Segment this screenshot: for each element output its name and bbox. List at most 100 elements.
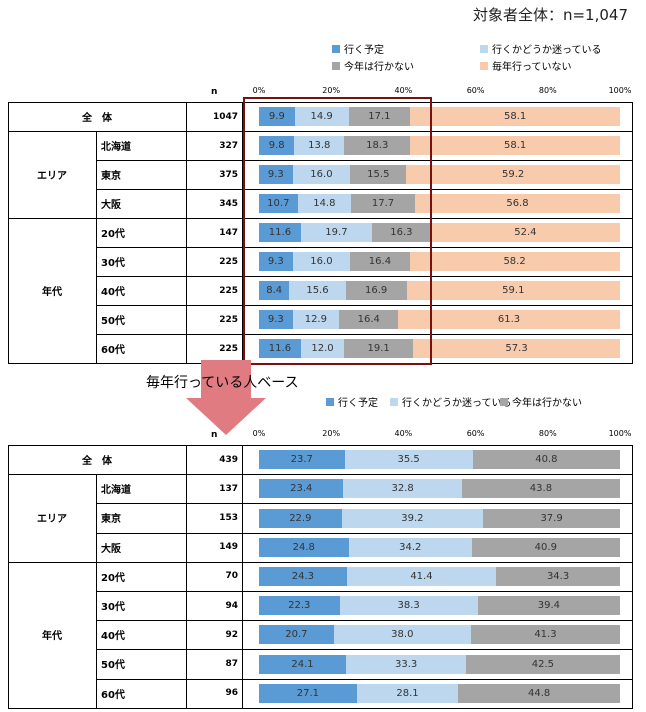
- bar-segment: 57.3: [413, 339, 620, 358]
- table-divider: [96, 218, 97, 363]
- bar-segment: 16.0: [292, 165, 351, 184]
- bar-segment: 20.7: [259, 625, 334, 645]
- table-row-divider: [96, 649, 633, 651]
- bar-segment: 24.8: [259, 537, 349, 557]
- axis-tick-label: 100%: [608, 429, 632, 438]
- group-label: 年代: [42, 631, 62, 643]
- table-divider: [96, 131, 97, 218]
- legend-item: 今年は行かない: [500, 394, 582, 409]
- legend-label: 行く予定: [338, 398, 378, 409]
- table-row-divider: [8, 131, 633, 132]
- bar-segment: 16.9: [345, 281, 407, 300]
- row-n: 70: [225, 571, 238, 582]
- legend-item: 行くかどうか迷っている: [480, 41, 602, 56]
- row-n: 225: [219, 285, 238, 296]
- bar-segment: 9.8: [259, 136, 295, 155]
- n-column-header: n: [211, 87, 218, 97]
- legend-swatch: [332, 44, 340, 53]
- bar-segment: 11.6: [259, 339, 301, 358]
- table-row-divider: [96, 334, 633, 335]
- bar-segment: 22.3: [259, 596, 340, 616]
- legend-item: 毎年行っていない: [480, 58, 572, 73]
- bar-segment: 40.8: [472, 450, 620, 470]
- axis-tick-label: 40%: [394, 86, 413, 95]
- bar-segment: 24.1: [259, 654, 346, 674]
- legend-swatch: [500, 397, 508, 406]
- row-label: 北海道: [101, 142, 131, 153]
- axis-tick-label: 80%: [538, 429, 557, 438]
- row-n: 439: [219, 454, 238, 465]
- bar-segment: 16.4: [339, 310, 399, 329]
- bar-segment: 33.3: [346, 654, 467, 674]
- row-label: 東京: [101, 514, 121, 526]
- row-label: 大阪: [101, 543, 121, 555]
- row-label: 20代: [101, 572, 125, 584]
- table-row-divider: [96, 189, 633, 190]
- bar-segment: 42.5: [466, 654, 620, 674]
- legend-swatch: [480, 44, 488, 53]
- bar-segment: 40.9: [471, 537, 620, 557]
- row-label: 50代: [101, 316, 125, 327]
- table-row-divider: [8, 218, 633, 219]
- table-row-divider: [96, 532, 633, 534]
- bar-segment: 44.8: [458, 683, 620, 703]
- table-row-divider: [8, 474, 633, 476]
- bar-segment: 9.3: [259, 310, 293, 329]
- bar-segment: 15.5: [350, 165, 407, 184]
- highlight-box: [243, 97, 432, 365]
- row-label: 北海道: [101, 485, 131, 497]
- legend-swatch: [332, 61, 340, 70]
- bar-segment: 34.2: [348, 537, 472, 557]
- axis-tick-label: 40%: [394, 429, 413, 438]
- row-label: 60代: [101, 689, 125, 701]
- row-n: 225: [219, 343, 238, 354]
- table-divider: [242, 102, 243, 363]
- axis-tick-label: 80%: [538, 86, 557, 95]
- row-n: 147: [219, 227, 238, 238]
- bar-segment: 23.7: [259, 450, 345, 470]
- legend-label: 今年は行かない: [512, 398, 582, 409]
- bar-segment: 12.9: [292, 310, 340, 329]
- bar-segment: 58.1: [410, 136, 620, 155]
- axis-tick-label: 20%: [322, 429, 341, 438]
- n-column-header: n: [211, 430, 218, 440]
- group-label: 年代: [42, 287, 62, 298]
- row-label: 30代: [101, 258, 125, 269]
- chart-title: 対象者全体：n=1,047: [472, 6, 628, 24]
- legend-swatch: [326, 397, 334, 406]
- row-n: 375: [219, 169, 238, 180]
- row-label: 50代: [101, 660, 125, 672]
- table-row-divider: [8, 561, 633, 563]
- row-n: 225: [219, 314, 238, 325]
- row-label: 30代: [101, 602, 125, 614]
- row-label: 東京: [101, 171, 121, 182]
- row-n: 327: [219, 140, 238, 151]
- bar-segment: 23.4: [259, 479, 344, 499]
- bar-segment: 38.0: [333, 625, 471, 645]
- bar-segment: 41.4: [346, 566, 497, 586]
- row-n: 92: [225, 629, 238, 640]
- legend-item: 行く予定: [326, 394, 378, 409]
- axis-tick-label: 0%: [252, 429, 266, 438]
- bar-segment: 17.1: [348, 107, 411, 126]
- row-n: 87: [225, 658, 238, 669]
- row-label: 全 体: [82, 456, 112, 468]
- legend-item: 行くかどうか迷っている: [390, 394, 512, 409]
- table-row-divider: [96, 305, 633, 306]
- bar-segment: 14.9: [294, 107, 349, 126]
- row-n: 1047: [212, 111, 238, 122]
- table-divider: [96, 561, 97, 708]
- bar-segment: 14.8: [297, 194, 352, 213]
- bar-segment: 12.0: [300, 339, 345, 358]
- table-divider: [186, 445, 187, 708]
- bar-segment: 9.3: [259, 252, 293, 271]
- bar-segment: 9.3: [259, 165, 293, 184]
- bar-segment: 28.1: [356, 683, 459, 703]
- bar-segment: 58.2: [409, 252, 620, 271]
- legend-label: 今年は行かない: [344, 62, 414, 73]
- bar-segment: 61.3: [398, 310, 620, 329]
- row-n: 225: [219, 256, 238, 267]
- axis-tick-label: 60%: [466, 86, 485, 95]
- row-n: 96: [225, 688, 238, 699]
- bar-segment: 58.1: [410, 107, 620, 126]
